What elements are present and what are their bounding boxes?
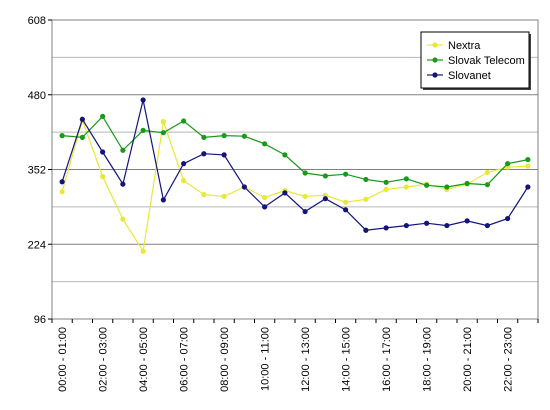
data-point — [160, 119, 166, 125]
data-point — [79, 134, 85, 140]
series-lines — [59, 97, 531, 254]
x-tick-label: 08:00 - 09:00 — [219, 327, 231, 392]
data-point — [424, 182, 430, 188]
series-slovanet — [59, 97, 531, 233]
x-tick-label: 10:00 - 11:00 — [260, 327, 272, 391]
data-point — [282, 152, 288, 158]
series-line — [61, 99, 529, 231]
data-point — [383, 179, 389, 185]
data-point — [403, 222, 409, 229]
data-point — [181, 118, 187, 124]
data-point — [363, 227, 369, 233]
series-line — [62, 115, 529, 188]
data-point — [343, 171, 349, 177]
data-point — [464, 218, 470, 224]
data-point — [403, 176, 409, 182]
legend-label: Slovanet — [448, 70, 491, 82]
data-point — [100, 149, 106, 155]
axes: 96 224 352 480 608 00:00 - 01:00 02:00 - 03:00… — [28, 15, 539, 392]
data-point — [302, 193, 308, 199]
x-tick-label: 18:00 - 19:00 — [422, 327, 434, 392]
data-point — [444, 222, 450, 229]
data-point — [343, 207, 349, 213]
data-point — [403, 184, 409, 190]
x-tick-label: 04:00 - 05:00 — [138, 327, 150, 392]
data-point — [322, 173, 328, 179]
data-point — [59, 133, 65, 139]
data-point — [525, 184, 531, 190]
legend-swatch-marker — [432, 57, 438, 63]
data-point — [505, 215, 511, 222]
series-line — [61, 118, 528, 253]
legend-label: Nextra — [448, 40, 481, 52]
data-point — [221, 152, 227, 158]
series-nextra — [59, 117, 531, 254]
legend: Nextra Slovak Telecom Slovanet — [420, 31, 531, 90]
x-tick-label: 14:00 - 15:00 — [341, 327, 353, 392]
data-point — [201, 192, 207, 198]
data-point — [262, 204, 268, 210]
y-tick-label: 96 — [34, 314, 46, 326]
data-point — [322, 196, 328, 202]
data-point — [120, 181, 126, 187]
data-point — [241, 133, 247, 139]
x-tick-label: 02:00 - 03:00 — [98, 327, 110, 392]
y-tick-label: 608 — [28, 15, 46, 27]
data-point — [302, 170, 308, 176]
legend-swatch-marker — [432, 72, 438, 78]
data-point — [120, 147, 126, 153]
data-point — [100, 113, 106, 119]
x-tick-label: 06:00 - 07:00 — [179, 327, 191, 392]
legend-swatch-marker — [432, 42, 438, 48]
data-point — [181, 161, 187, 167]
x-tick-label: 20:00 - 21:00 — [462, 327, 474, 392]
data-point — [262, 194, 268, 201]
data-point — [221, 193, 227, 199]
data-point — [525, 163, 531, 169]
data-point — [140, 97, 146, 103]
data-point — [262, 141, 268, 147]
data-point — [363, 176, 369, 183]
data-point — [424, 220, 430, 226]
data-point — [282, 190, 288, 196]
data-point — [464, 180, 470, 187]
x-tick-label: 22:00 - 23:00 — [503, 327, 515, 392]
data-point — [201, 151, 207, 157]
data-point — [59, 189, 65, 195]
data-point — [100, 173, 106, 180]
data-point — [140, 248, 146, 254]
y-tick-label: 224 — [28, 239, 46, 251]
data-point — [160, 130, 166, 136]
data-point — [302, 208, 308, 215]
data-point — [484, 222, 490, 229]
legend-label: Slovak Telecom — [448, 55, 525, 67]
y-tick-label: 480 — [28, 90, 46, 102]
data-point — [343, 199, 349, 205]
data-point — [241, 184, 247, 190]
x-tick-label: 12:00 - 13:00 — [300, 327, 312, 392]
x-tick-label: 16:00 - 17:00 — [381, 327, 393, 392]
data-point — [160, 197, 166, 203]
data-point — [484, 169, 490, 176]
series-slovak-telecom — [59, 113, 531, 190]
data-point — [79, 116, 85, 122]
data-point — [140, 127, 146, 133]
data-point — [505, 161, 511, 167]
data-point — [525, 156, 531, 163]
data-point — [221, 133, 227, 139]
x-tick-label: 00:00 - 01:00 — [57, 327, 69, 392]
data-point — [120, 216, 126, 222]
y-tick-label: 352 — [28, 165, 46, 177]
data-point — [383, 225, 389, 231]
data-point — [363, 196, 369, 202]
data-point — [444, 184, 450, 190]
data-point — [181, 177, 187, 184]
data-point — [201, 134, 207, 140]
data-point — [484, 182, 490, 188]
data-point — [59, 179, 65, 185]
data-point — [383, 186, 389, 192]
